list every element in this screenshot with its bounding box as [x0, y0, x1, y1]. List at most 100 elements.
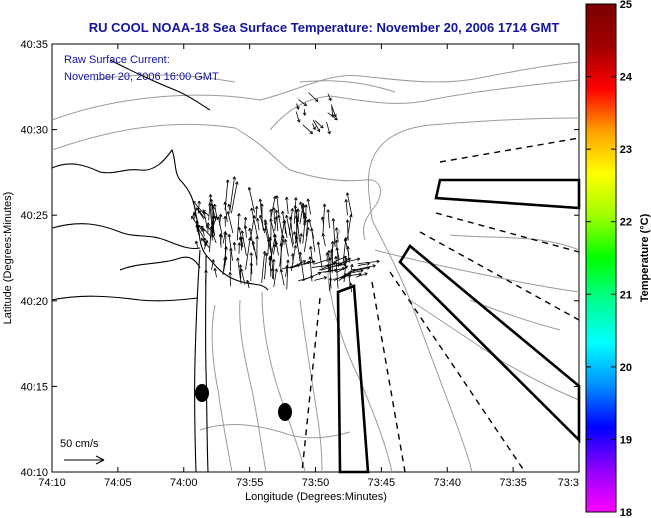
- current-vector: [286, 259, 290, 290]
- current-vector: [224, 232, 228, 266]
- colorbar-tick-label: 24: [620, 72, 633, 84]
- current-vector: [329, 262, 347, 268]
- current-vector: [326, 122, 331, 135]
- transect-lines: [301, 137, 580, 473]
- current-vector: [302, 212, 307, 225]
- current-vector: [263, 227, 272, 255]
- y-tick-label: 40:20: [20, 296, 48, 308]
- current-vector: [302, 109, 307, 116]
- current-vector: [342, 237, 348, 264]
- colorbar-tick-label: 18: [620, 507, 632, 518]
- current-vector: [247, 187, 255, 213]
- current-vector: [285, 196, 289, 215]
- x-tick-label: 74:00: [170, 477, 198, 489]
- current-vector: [353, 264, 376, 271]
- current-vector: [240, 230, 247, 256]
- sampling-box-southeast: [398, 244, 581, 444]
- current-vector: [229, 176, 237, 210]
- current-vector: [299, 203, 305, 225]
- current-vector: [273, 268, 279, 287]
- current-vector: [264, 252, 269, 280]
- current-vector: [327, 93, 332, 101]
- current-vector: [308, 92, 319, 102]
- x-axis-ticks: 74:10 74:05 74:00 73:55 73:50 73:45 73:40 73:35…: [38, 44, 580, 489]
- current-vector: [192, 200, 204, 213]
- current-vector: [336, 265, 349, 274]
- x-tick-label: 74:05: [104, 477, 132, 489]
- current-vector: [295, 111, 301, 123]
- current-vector: [272, 207, 276, 224]
- colorbar-label: Temperature (°C): [639, 213, 651, 302]
- current-vector: [219, 234, 223, 245]
- current-vector: [331, 218, 336, 247]
- colorbar-tick-label: 20: [620, 362, 632, 374]
- current-vector: [195, 207, 206, 220]
- current-vector: [226, 211, 234, 234]
- current-vector: [338, 273, 350, 281]
- current-vector: [334, 239, 340, 268]
- current-vector: [272, 233, 277, 246]
- current-vector: [293, 197, 298, 224]
- transect-line: [301, 297, 321, 473]
- current-vector: [268, 255, 272, 266]
- current-vector: [237, 242, 242, 254]
- current-vector: [210, 229, 217, 244]
- y-tick-label: 40:15: [20, 381, 48, 393]
- current-vector: [270, 195, 277, 218]
- current-vector: [200, 237, 210, 248]
- scale-label: 50 cm/s: [60, 438, 99, 450]
- colorbar-ticks: 25 24 23 22 21 20 19 18: [586, 0, 633, 518]
- current-vector: [302, 124, 313, 135]
- colorbar-tick-label: 19: [620, 434, 632, 446]
- current-vector: [205, 225, 216, 235]
- y-tick-label: 40:25: [20, 210, 48, 222]
- current-vector: [345, 192, 353, 216]
- current-vector: [204, 240, 209, 247]
- current-vector: [288, 208, 294, 236]
- colorbar-tick-label: 23: [620, 144, 632, 156]
- transect-line: [389, 271, 526, 473]
- current-vector: [263, 219, 268, 229]
- y-tick-label: 40:35: [20, 39, 48, 51]
- current-vector: [293, 231, 297, 243]
- current-vector: [330, 106, 335, 118]
- current-vector: [306, 198, 312, 215]
- current-vector: [246, 279, 250, 289]
- current-vector: [344, 199, 348, 216]
- current-vector: [229, 247, 233, 272]
- current-vector: [346, 246, 350, 263]
- current-vector: [228, 271, 232, 287]
- current-vector: [294, 236, 301, 264]
- current-vector: [227, 233, 233, 261]
- current-vector: [299, 233, 303, 244]
- current-vector: [315, 120, 324, 129]
- current-vector: [270, 268, 274, 279]
- x-tick-label: 73:40: [433, 477, 461, 489]
- current-vector: [299, 201, 304, 214]
- current-vector: [211, 215, 218, 230]
- current-vector: [274, 216, 278, 232]
- figure-title: RU COOL NOAA-18 Sea Surface Temperature:…: [89, 20, 560, 35]
- current-vector: [254, 206, 259, 219]
- current-vector: [313, 257, 332, 265]
- current-vector: [243, 225, 248, 238]
- scale-arrow: [64, 455, 105, 465]
- x-tick-label: 73:3: [558, 477, 579, 489]
- current-vector: [258, 198, 264, 231]
- current-vector: [194, 240, 199, 249]
- current-vector: [279, 242, 284, 271]
- x-tick-label: 73:50: [302, 477, 330, 489]
- current-vector: [312, 119, 321, 133]
- current-vector: [312, 123, 316, 130]
- current-vector: [305, 219, 310, 237]
- current-vector: [277, 214, 285, 245]
- current-vector: [282, 219, 287, 234]
- current-vector: [250, 207, 259, 239]
- current-vector: [316, 241, 323, 268]
- current-vector: [291, 260, 311, 269]
- colorbar-tick-label: 25: [620, 0, 632, 11]
- current-vector: [318, 261, 337, 271]
- current-vector: [333, 255, 347, 263]
- plot-frame: [51, 43, 580, 473]
